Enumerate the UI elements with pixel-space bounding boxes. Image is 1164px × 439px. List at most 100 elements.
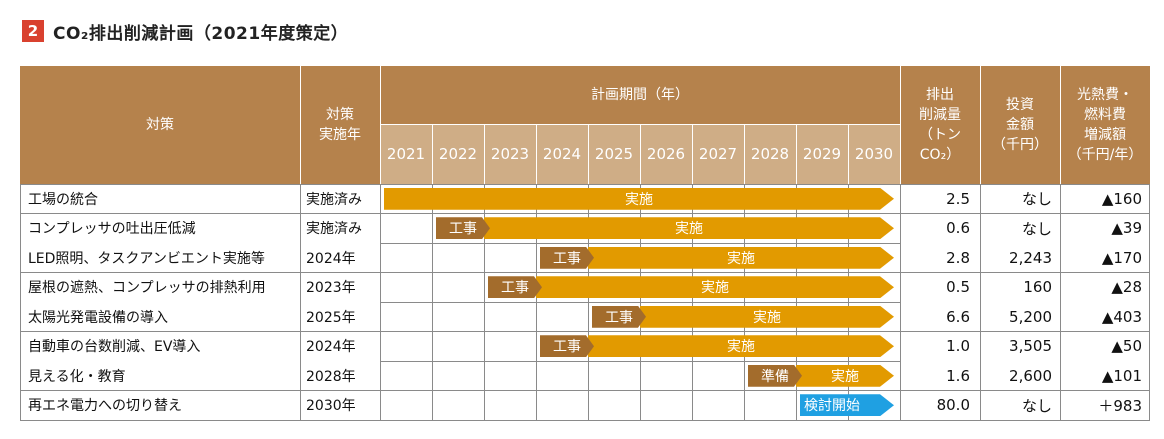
row-investment: なし: [980, 390, 1060, 420]
phase-tag-construction: 工事: [436, 217, 490, 239]
row-measure: 再エネ電力への切り替え: [20, 390, 300, 420]
co2-reduction-plan-table: 対策 対策 実施年 計画期間（年） 排出 削減量 （トン CO₂） 投資 金額 （千円） 光熱費・ 燃料…: [19, 66, 1150, 422]
implementation-bar: 実施: [588, 335, 894, 357]
header-divider: [639, 124, 641, 184]
header-divider: [431, 124, 433, 184]
year-header-2024: 2024: [536, 124, 588, 184]
header-divider: [379, 66, 381, 184]
implementation-bar: 実施: [796, 365, 894, 387]
year-header-2023: 2023: [484, 124, 536, 184]
row-investment: 2,600: [980, 361, 1060, 391]
column-divider: [299, 184, 301, 420]
row-savings: ＋983: [1060, 390, 1150, 420]
row-divider: [20, 272, 1150, 273]
column-divider: [535, 184, 537, 420]
row-reduction: 2.8: [900, 243, 980, 273]
year-header-2025: 2025: [588, 124, 640, 184]
row-measure: 太陽光発電設備の導入: [20, 302, 300, 332]
header-divider: [535, 124, 537, 184]
header-divider: [691, 124, 693, 184]
column-divider: [379, 184, 381, 420]
header-divider: [299, 66, 301, 184]
row-measure: 見える化・教育: [20, 361, 300, 391]
row-impl-year: 2024年: [300, 331, 380, 361]
implementation-bar: 実施: [484, 217, 894, 239]
column-divider: [587, 184, 589, 420]
row-divider: [20, 301, 1150, 303]
year-header-2027: 2027: [692, 124, 744, 184]
section-number-badge: 2: [22, 20, 44, 42]
row-measure: 工場の統合: [20, 184, 300, 214]
year-header-2028: 2028: [744, 124, 796, 184]
row-reduction: 0.6: [900, 213, 980, 243]
phase-tag-construction: 工事: [540, 247, 594, 269]
header-divider: [847, 124, 849, 184]
row-impl-year: 2030年: [300, 390, 380, 420]
row-reduction: 1.0: [900, 331, 980, 361]
row-investment: なし: [980, 184, 1060, 214]
row-impl-year: 実施済み: [300, 184, 380, 214]
row-investment: 5,200: [980, 302, 1060, 332]
header-measure: 対策: [20, 66, 300, 184]
row-reduction: 1.6: [900, 361, 980, 391]
column-divider: [1148, 184, 1150, 420]
year-header-2021: 2021: [380, 124, 432, 184]
column-divider: [19, 184, 21, 420]
row-impl-year: 2023年: [300, 272, 380, 302]
row-investment: 3,505: [980, 331, 1060, 361]
row-savings: ▲170: [1060, 243, 1150, 273]
section-title-text: CO₂排出削減計画（2021年度策定）: [53, 23, 349, 44]
column-divider: [483, 184, 485, 420]
row-savings: ▲39: [1060, 213, 1150, 243]
phase-tag-construction: 工事: [540, 335, 594, 357]
column-divider: [691, 184, 693, 420]
row-divider: [20, 213, 1150, 214]
row-measure: 屋根の遮熱、コンプレッサの排熱利用: [20, 272, 300, 302]
header-divider: [587, 124, 589, 184]
row-reduction: 0.5: [900, 272, 980, 302]
row-savings: ▲403: [1060, 302, 1150, 332]
row-impl-year: 2024年: [300, 243, 380, 273]
row-divider: [20, 242, 1150, 244]
study-start-bar: 検討開始: [800, 394, 894, 416]
row-reduction: 80.0: [900, 390, 980, 420]
row-savings: ▲28: [1060, 272, 1150, 302]
row-investment: 160: [980, 272, 1060, 302]
header-divider: [483, 124, 485, 184]
implementation-bar: 実施: [384, 188, 894, 210]
header-divider: [899, 66, 901, 184]
row-divider: [20, 390, 1150, 391]
row-savings: ▲101: [1060, 361, 1150, 391]
implementation-bar: 実施: [640, 306, 894, 328]
row-measure: コンプレッサの吐出圧低減: [20, 213, 300, 243]
header-divider: [743, 124, 745, 184]
row-investment: なし: [980, 213, 1060, 243]
row-divider: [20, 419, 1150, 421]
year-header-2029: 2029: [796, 124, 848, 184]
header-divider: [795, 124, 797, 184]
implementation-bar: 実施: [536, 276, 894, 298]
phase-tag-construction: 工事: [488, 276, 542, 298]
header-divider: [979, 66, 981, 184]
phase-tag-construction: 工事: [592, 306, 646, 328]
column-divider: [795, 184, 797, 420]
header-impl-year: 対策 実施年: [300, 66, 380, 184]
header-investment: 投資 金額 （千円）: [980, 66, 1060, 184]
phase-tag-preparation: 準備: [748, 365, 802, 387]
row-measure: 自動車の台数削減、EV導入: [20, 331, 300, 361]
row-impl-year: 2028年: [300, 361, 380, 391]
year-header-2022: 2022: [432, 124, 484, 184]
year-header-2026: 2026: [640, 124, 692, 184]
row-impl-year: 実施済み: [300, 213, 380, 243]
header-savings: 光熱費・ 燃料費 増減額 （千円/年）: [1060, 66, 1150, 184]
row-measure: LED照明、タスクアンビエント実施等: [20, 243, 300, 273]
year-header-2030: 2030: [848, 124, 900, 184]
row-divider: [20, 331, 1150, 332]
header-divider: [1059, 66, 1061, 184]
row-investment: 2,243: [980, 243, 1060, 273]
column-divider: [1059, 184, 1061, 420]
column-divider: [899, 184, 901, 420]
section-title: 2 CO₂排出削減計画（2021年度策定）: [22, 18, 348, 44]
row-reduction: 2.5: [900, 184, 980, 214]
column-divider: [743, 184, 745, 420]
